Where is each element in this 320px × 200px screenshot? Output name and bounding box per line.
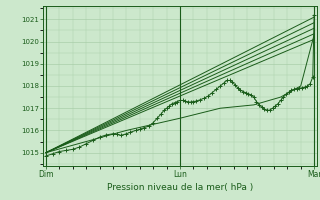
X-axis label: Pression niveau de la mer( hPa ): Pression niveau de la mer( hPa ) xyxy=(107,183,253,192)
